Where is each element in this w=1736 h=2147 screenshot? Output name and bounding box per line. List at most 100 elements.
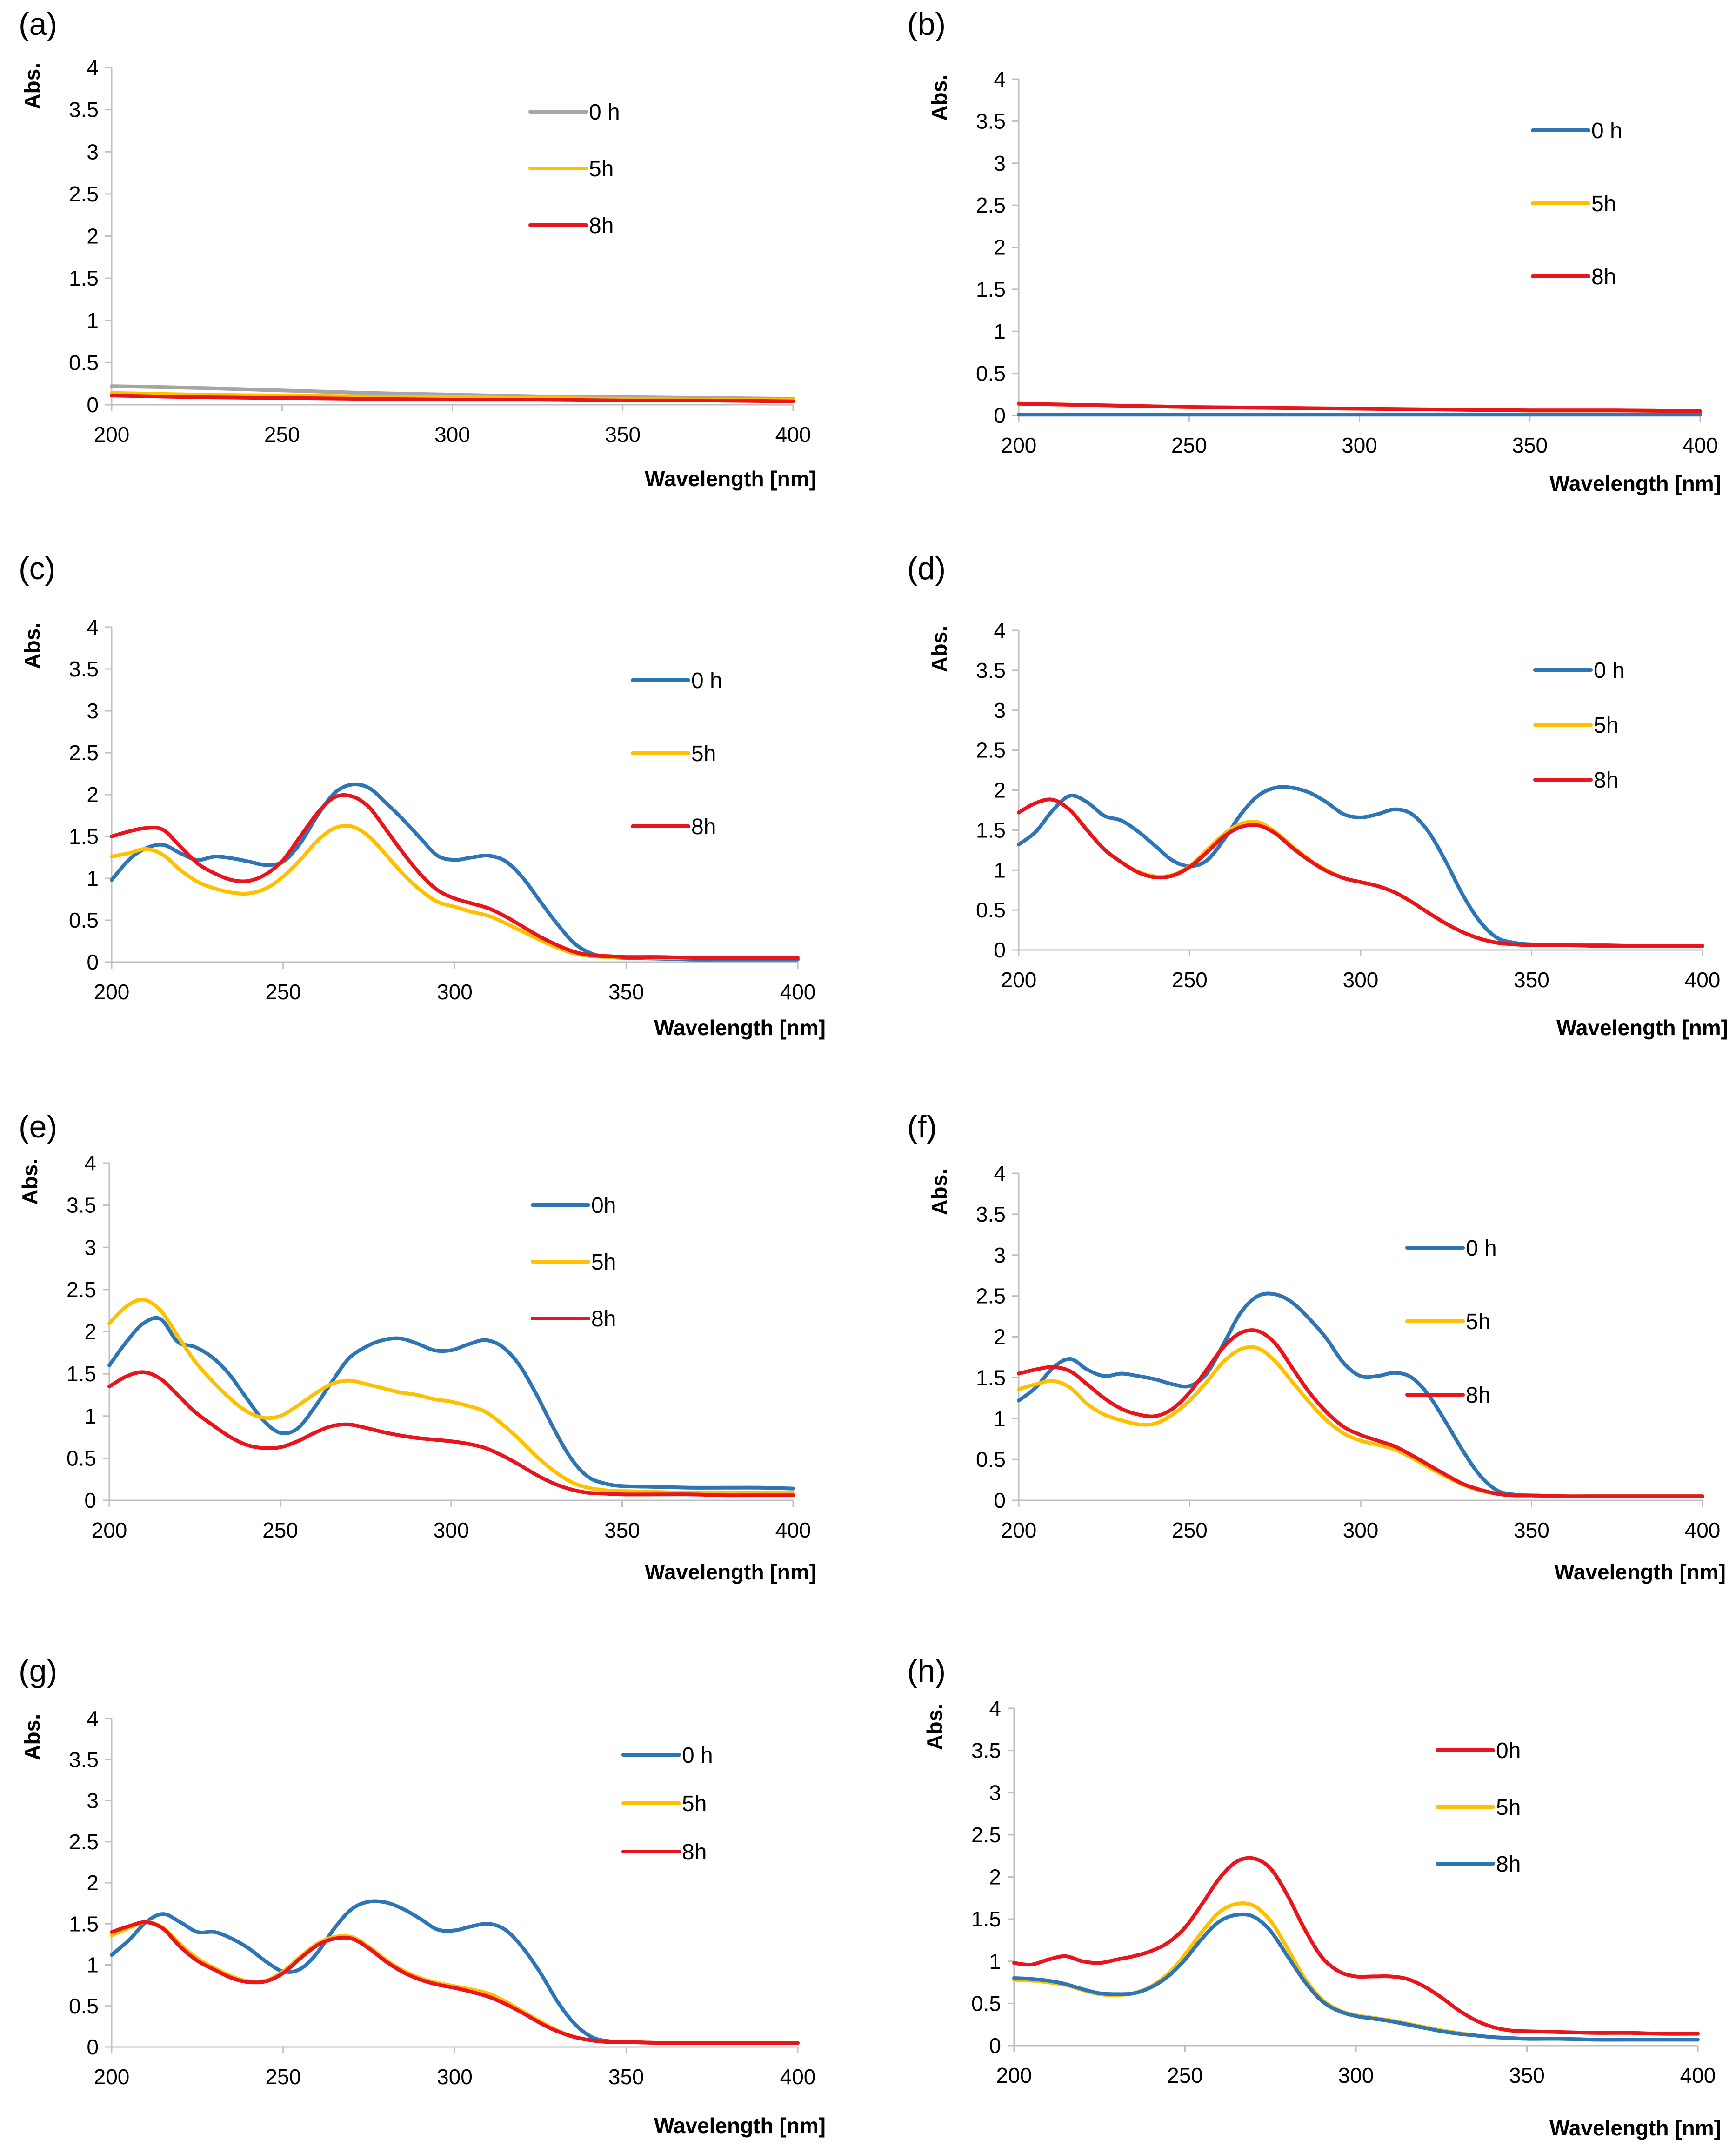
legend-item-8h: 8h (1533, 768, 1618, 793)
legend-item-5h: 5h (1405, 1310, 1490, 1334)
panel-label: (a) (19, 7, 57, 42)
y-axis-title: Abs. (922, 1704, 947, 1750)
y-tick-label: 1.5 (69, 1912, 99, 1936)
series-line-8h (1012, 1912, 1700, 2042)
x-tick-label: 250 (264, 422, 300, 447)
y-tick-label: 1.5 (976, 277, 1006, 301)
panel-label: (e) (19, 1109, 57, 1144)
series-line-0h (107, 1316, 795, 1491)
chart-panel-f: (f) 0 0.5 1 1.5 2 2.5 3 3.5 4 200 250 300 350 400 Abs. W… (907, 1109, 1726, 1584)
legend-item-5h: 5h (621, 1792, 707, 1816)
chart-panel-d: (d) 0 0.5 1 1.5 2 2.5 3 3.5 4 200 250 300 350 400 Abs. W… (907, 551, 1728, 1040)
x-tick-label: 350 (1509, 2063, 1545, 2087)
y-axis-title: Abs. (20, 1714, 44, 1760)
x-tick-label: 250 (1172, 1518, 1208, 1542)
x-tick-label: 350 (1514, 1518, 1549, 1542)
series-line-8h (110, 1920, 800, 2045)
y-tick-label: 4 (84, 1151, 96, 1175)
legend-item-0h: 0 h (1531, 119, 1622, 143)
series-line-8h (110, 394, 795, 403)
legend-label: 5h (682, 1792, 707, 1816)
x-axis-title: Wavelength [nm] (645, 1560, 816, 1584)
y-tick-label: 2.5 (69, 741, 99, 765)
y-tick-label: 4 (87, 615, 99, 639)
y-tick-label: 0 (989, 2033, 1001, 2058)
y-tick-label: 3.5 (976, 1202, 1006, 1226)
x-tick-label: 200 (94, 2065, 130, 2089)
y-tick-label: 2.5 (67, 1277, 96, 1302)
legend-label: 8h (589, 214, 614, 238)
y-tick-label: 0.5 (69, 350, 99, 375)
x-tick-label: 350 (604, 1518, 640, 1542)
series-line-8h (110, 793, 800, 960)
y-tick-label: 1.5 (69, 266, 99, 290)
panel-label: (d) (907, 551, 946, 586)
y-tick-label: 3 (87, 1789, 99, 1813)
y-tick-label: 2 (994, 1325, 1006, 1349)
x-axis-title: Wavelength [nm] (1554, 1560, 1726, 1584)
chart-panel-c: (c) 0 0.5 1 1.5 2 2.5 3 3.5 4 200 250 300 350 400 Abs. W… (19, 551, 826, 1040)
series-line-5h (1017, 1345, 1704, 1498)
x-tick-label: 400 (775, 1518, 811, 1542)
legend-label: 8h (591, 1307, 616, 1331)
y-tick-label: 3.5 (69, 98, 99, 122)
y-tick-label: 2 (994, 778, 1006, 803)
x-tick-label: 400 (775, 422, 811, 447)
y-tick-label: 0 (87, 2035, 99, 2059)
series-line-0h (1017, 785, 1704, 948)
series-line-8h (1017, 401, 1702, 413)
series-line-0h (110, 1899, 800, 2045)
y-axis-title: Abs. (927, 74, 951, 121)
y-tick-label: 0 (994, 1488, 1006, 1512)
legend-label: 8h (691, 815, 716, 839)
y-tick-label: 3 (994, 1243, 1006, 1267)
legend-item-8h: 8h (1405, 1383, 1490, 1408)
x-axis-title: Wavelength [nm] (654, 2114, 826, 2138)
y-tick-label: 1 (87, 866, 99, 890)
y-tick-label: 3 (989, 1780, 1001, 1805)
x-axis-title: Wavelength [nm] (1549, 2116, 1721, 2140)
x-tick-label: 250 (262, 1518, 298, 1542)
y-tick-label: 0 (87, 950, 99, 974)
legend-label: 5h (1594, 713, 1618, 738)
y-tick-label: 0.5 (971, 1991, 1001, 2015)
legend-label: 8h (1594, 768, 1618, 793)
legend-item-0h: 0h (531, 1193, 616, 1218)
y-tick-label: 1 (994, 319, 1006, 343)
series-line-0h (1012, 1856, 1700, 2036)
x-tick-label: 300 (437, 980, 473, 1004)
y-tick-label: 0 (994, 403, 1006, 428)
series-line-5h (110, 1920, 800, 2045)
y-tick-label: 1 (87, 308, 99, 333)
x-tick-label: 300 (434, 1518, 469, 1542)
y-tick-label: 2 (87, 783, 99, 807)
y-tick-label: 3.5 (69, 657, 99, 681)
legend-item-5h: 5h (1533, 713, 1618, 738)
y-tick-label: 2 (994, 235, 1006, 260)
y-tick-label: 3 (994, 698, 1006, 722)
x-tick-label: 200 (92, 1518, 127, 1542)
x-tick-label: 400 (1685, 1518, 1721, 1542)
y-tick-label: 3.5 (67, 1193, 96, 1217)
x-tick-label: 300 (437, 2065, 473, 2089)
y-tick-label: 3 (87, 140, 99, 164)
y-axis-title: Abs. (18, 1158, 42, 1205)
y-tick-label: 4 (994, 67, 1006, 91)
x-tick-label: 250 (265, 2065, 301, 2089)
panel-label: (h) (907, 1653, 946, 1689)
x-tick-label: 350 (608, 980, 644, 1004)
y-tick-label: 2.5 (69, 182, 99, 206)
legend-item-5h: 5h (1531, 192, 1616, 216)
y-tick-label: 2 (84, 1320, 96, 1344)
legend-label: 0h (1496, 1739, 1521, 1763)
legend-item-0h: 0h (1436, 1739, 1521, 1763)
legend-label: 0 h (691, 669, 722, 693)
y-tick-label: 0 (84, 1488, 96, 1512)
legend-label: 5h (691, 742, 716, 766)
x-tick-label: 350 (1514, 968, 1549, 992)
legend-label: 5h (591, 1250, 616, 1275)
y-tick-label: 2 (989, 1865, 1001, 1889)
chart-panel-h: (h) 0 0.5 1 1.5 2 2.5 3 3.5 4 200 250 300 350 400 Abs. W… (907, 1653, 1721, 2140)
y-tick-label: 3 (87, 699, 99, 723)
